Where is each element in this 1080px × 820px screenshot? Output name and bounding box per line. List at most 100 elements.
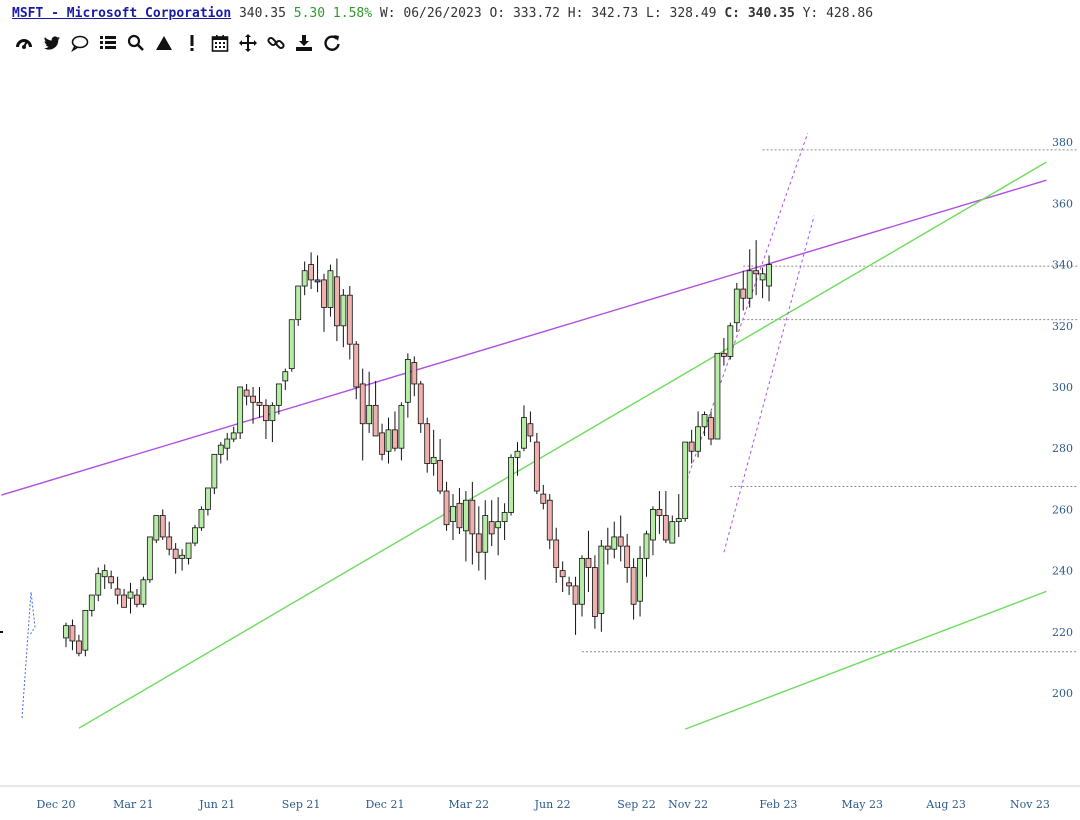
refresh-icon[interactable]: [320, 32, 344, 54]
candle-body: [540, 493, 547, 504]
candle: [617, 515, 624, 562]
candle: [127, 582, 134, 614]
calendar-icon[interactable]: [208, 32, 232, 54]
candle: [766, 255, 772, 302]
candle-body: [617, 536, 624, 547]
candle-body: [437, 460, 444, 492]
candle-body: [69, 625, 76, 642]
candle-body: [385, 429, 392, 452]
candle-body: [333, 276, 340, 327]
candle-body: [204, 487, 211, 510]
candle: [263, 399, 269, 440]
candle: [559, 561, 566, 593]
candle-body: [495, 521, 502, 529]
exclamation-icon[interactable]: [180, 32, 204, 54]
candle-body: [566, 582, 572, 587]
candle-body: [398, 404, 405, 449]
candle-body: [688, 441, 695, 452]
candle: [333, 258, 340, 342]
candle: [572, 576, 579, 635]
y-tick-label: 240: [1052, 565, 1073, 578]
candle-body: [179, 554, 186, 559]
candle: [701, 411, 708, 436]
candle: [95, 567, 102, 602]
search-icon[interactable]: [124, 32, 148, 54]
candle-body: [514, 450, 521, 458]
candle: [288, 319, 295, 372]
x-tick-label: Sep 21: [282, 798, 321, 811]
list-icon[interactable]: [96, 32, 120, 54]
candle-body: [353, 343, 360, 388]
candle-body: [417, 383, 424, 425]
candle: [327, 264, 334, 317]
candle: [230, 426, 237, 443]
candle-body: [288, 319, 295, 370]
candle-body: [269, 404, 276, 422]
candle: [714, 352, 721, 440]
candle-body: [469, 499, 476, 535]
candle: [217, 442, 224, 464]
candle-body: [424, 423, 431, 464]
candle: [753, 240, 760, 296]
y-tick-label: 200: [1052, 687, 1073, 700]
candle: [379, 423, 385, 461]
x-tick-label: Feb 23: [759, 798, 797, 811]
candle: [450, 494, 456, 540]
candle-body: [211, 453, 218, 489]
candle: [527, 411, 534, 443]
candle: [237, 386, 244, 440]
candle-body: [746, 270, 753, 299]
candle-body: [224, 438, 231, 449]
candle: [392, 411, 398, 452]
low-label: L:: [646, 6, 662, 21]
link-icon[interactable]: [264, 32, 288, 54]
candle: [250, 387, 256, 424]
candle: [314, 255, 321, 293]
candle: [566, 576, 572, 596]
triangle-icon[interactable]: [152, 32, 176, 54]
candle-body: [366, 404, 373, 425]
low-value: 328.49: [669, 6, 717, 21]
symbol-link[interactable]: MSFT - Microsoft Corporation: [12, 6, 232, 21]
candle-body: [88, 594, 95, 611]
candle-body: [533, 441, 540, 492]
y-tick-label: 220: [1052, 626, 1073, 639]
candle: [482, 500, 489, 580]
candle: [637, 546, 643, 617]
open-label: O:: [489, 6, 506, 21]
move-icon[interactable]: [236, 32, 260, 54]
candles: [63, 240, 772, 657]
candle: [592, 555, 598, 629]
candle-body: [559, 570, 566, 578]
twitter-icon[interactable]: [40, 32, 64, 54]
y-tick-label: 320: [1052, 320, 1073, 333]
candle-body: [314, 279, 321, 283]
candle: [675, 494, 682, 537]
candle-body: [508, 456, 514, 513]
candle: [359, 368, 366, 461]
candle-body: [501, 512, 508, 523]
candle-body: [282, 371, 289, 382]
candle: [256, 387, 263, 418]
candle-body: [488, 521, 495, 535]
candle-body: [411, 362, 418, 385]
quote-header: MSFT - Microsoft Corporation 340.35 5.30…: [12, 6, 873, 26]
candle: [708, 411, 714, 446]
candle-body: [572, 585, 579, 605]
candle: [424, 417, 431, 473]
dashboard-icon[interactable]: [12, 32, 36, 54]
candle-body: [263, 404, 269, 422]
candle-body: [114, 588, 121, 596]
candle: [140, 576, 147, 608]
candle-body: [753, 270, 760, 275]
candle-body: [443, 490, 450, 526]
candle-body: [669, 521, 676, 544]
candle-body: [146, 536, 153, 581]
candle-body: [643, 533, 650, 559]
candle: [540, 484, 547, 510]
candle-body: [656, 508, 663, 516]
comment-icon[interactable]: [68, 32, 92, 54]
candle: [166, 521, 173, 556]
download-icon[interactable]: [292, 32, 316, 54]
